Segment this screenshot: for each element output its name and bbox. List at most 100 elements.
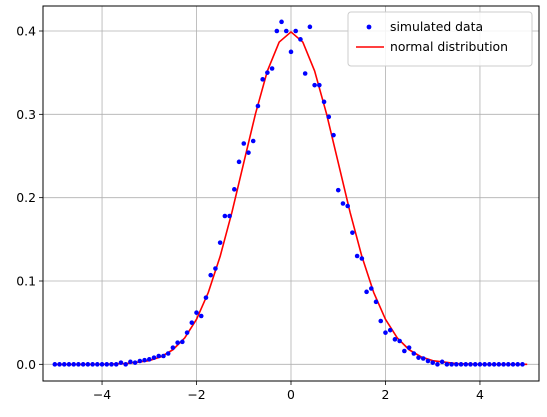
x-tick-label: 0	[287, 387, 295, 402]
data-point	[151, 355, 157, 360]
data-point	[506, 362, 511, 367]
data-point	[132, 360, 138, 365]
legend-label-simulated-data: simulated data	[390, 19, 483, 34]
data-point	[184, 330, 190, 335]
data-point	[454, 362, 459, 367]
data-point	[170, 345, 176, 350]
data-point	[387, 327, 393, 333]
y-tick-label: 0.0	[16, 357, 36, 372]
data-point	[463, 362, 469, 367]
data-point	[213, 266, 218, 271]
data-point	[520, 362, 525, 367]
legend: simulated data normal distribution	[347, 11, 533, 67]
data-point	[364, 289, 369, 295]
data-point	[118, 360, 124, 365]
data-point	[232, 187, 237, 192]
data-point	[345, 203, 350, 209]
data-point	[85, 362, 91, 367]
y-tick-label: 0.2	[16, 190, 36, 205]
data-point	[487, 362, 492, 367]
data-point	[298, 37, 303, 42]
data-point	[331, 132, 336, 138]
x-tick-label: −2	[187, 387, 205, 402]
data-point	[491, 362, 497, 367]
data-point	[383, 330, 388, 335]
legend-label-normal-distribution: normal distribution	[390, 39, 508, 54]
data-point	[373, 299, 379, 305]
x-tick-label: 4	[476, 387, 484, 402]
y-tick-label: 0.4	[16, 24, 36, 39]
data-point	[76, 362, 81, 367]
data-point	[241, 141, 247, 146]
data-point	[80, 362, 86, 367]
data-point	[496, 362, 502, 367]
data-point	[274, 28, 280, 34]
data-point	[302, 71, 308, 76]
data-point	[293, 28, 299, 34]
data-point	[501, 362, 506, 367]
data-point	[482, 362, 487, 367]
x-tick-label: −4	[93, 387, 111, 402]
data-point	[194, 310, 199, 315]
data-point	[128, 359, 133, 365]
data-point	[420, 356, 426, 361]
y-tick-label: 0.3	[16, 107, 36, 122]
data-point	[359, 256, 365, 261]
data-point	[175, 340, 180, 345]
data-point	[227, 213, 232, 219]
data-point	[317, 82, 322, 88]
data-point	[146, 357, 152, 362]
data-point	[307, 24, 313, 30]
data-point	[180, 339, 185, 345]
data-point	[260, 77, 265, 82]
x-tick-label: 2	[382, 387, 390, 402]
data-point	[397, 338, 402, 344]
data-point	[236, 159, 242, 165]
data-point	[472, 362, 478, 367]
data-point	[189, 320, 195, 325]
data-point	[406, 345, 412, 350]
data-point	[369, 286, 374, 291]
data-point	[435, 362, 440, 367]
data-point	[137, 358, 143, 364]
data-point	[203, 295, 209, 300]
data-point	[326, 114, 332, 120]
data-point	[425, 358, 431, 364]
data-point	[198, 313, 204, 319]
data-point	[392, 337, 398, 342]
data-point	[156, 353, 162, 359]
data-point	[350, 230, 355, 235]
data-point	[340, 201, 346, 206]
data-point	[444, 362, 450, 367]
data-point	[222, 213, 228, 219]
data-point	[402, 348, 407, 354]
data-point	[449, 362, 454, 367]
data-point	[52, 362, 58, 367]
data-point	[283, 28, 289, 34]
data-point	[354, 253, 360, 259]
data-point	[99, 362, 105, 367]
data-point	[113, 362, 119, 367]
data-point	[430, 360, 436, 365]
data-point	[250, 138, 256, 144]
scatter-layer	[52, 19, 525, 367]
data-point	[104, 362, 110, 367]
data-point	[439, 359, 445, 365]
data-point	[161, 353, 166, 359]
legend-box	[347, 11, 533, 67]
y-tick-label: 0.1	[16, 274, 36, 289]
data-point	[477, 362, 483, 367]
data-point	[71, 362, 76, 367]
data-point	[255, 103, 261, 109]
data-point	[411, 351, 417, 356]
data-point	[510, 362, 516, 367]
data-point	[57, 362, 62, 367]
data-point	[458, 362, 464, 367]
data-point	[217, 240, 223, 245]
data-point	[208, 272, 213, 278]
data-point	[95, 362, 100, 367]
data-point	[109, 362, 114, 367]
data-point	[515, 362, 521, 367]
